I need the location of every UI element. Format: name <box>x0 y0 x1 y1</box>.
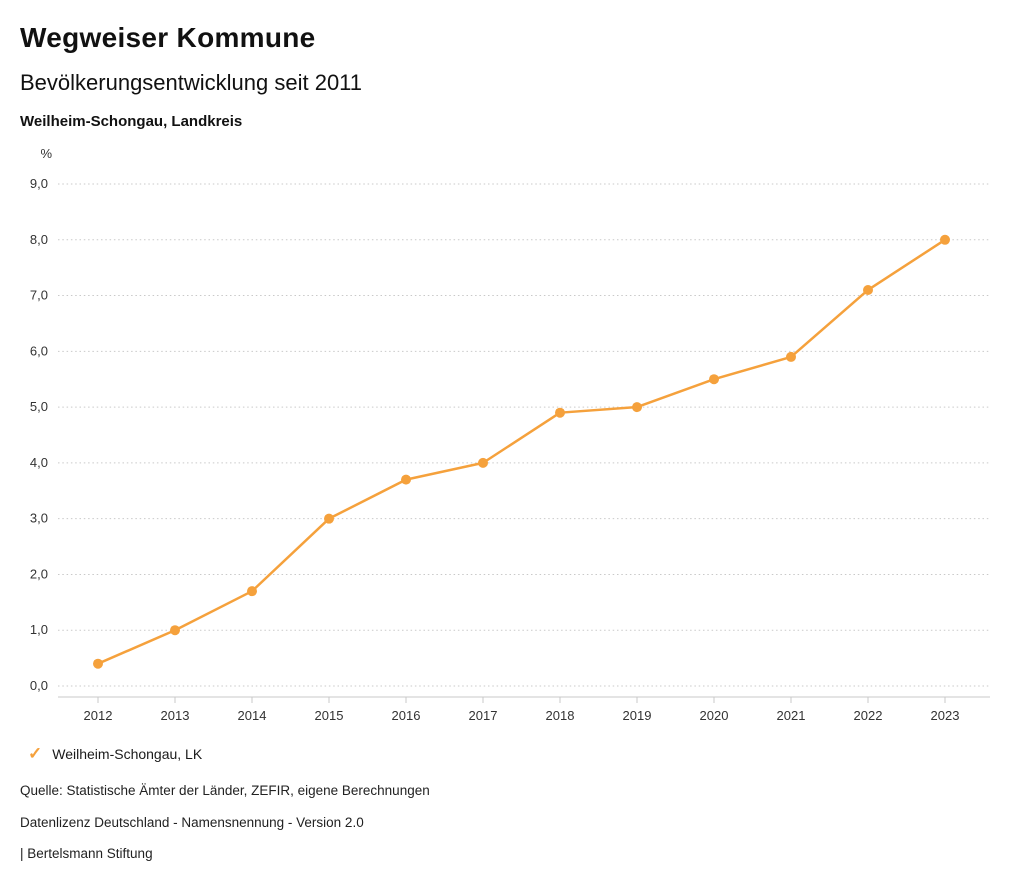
region-label: Weilheim-Schongau, Landkreis <box>20 113 243 130</box>
series-line <box>96 238 947 665</box>
x-tick-label: 2021 <box>777 708 806 723</box>
y-tick-label: 5,0 <box>30 399 48 414</box>
y-tick-label: 6,0 <box>30 343 48 358</box>
data-point <box>478 457 488 468</box>
data-point <box>324 513 334 524</box>
x-tick-label: 2015 <box>315 708 344 723</box>
y-tick-label: 7,0 <box>30 288 48 303</box>
x-tick-label: 2022 <box>854 708 883 723</box>
x-tick-label: 2012 <box>84 708 113 723</box>
data-point <box>940 234 950 245</box>
legend-item-label[interactable]: Weilheim-Schongau, LK <box>52 745 203 762</box>
data-point <box>863 284 873 295</box>
y-tick-label: 9,0 <box>30 176 48 191</box>
legend: ✓ Weilheim-Schongau, LK <box>28 745 202 762</box>
data-point <box>247 586 257 597</box>
header: Wegweiser Kommune Bevölkerungsentwicklun… <box>0 0 1024 130</box>
y-axis-unit-label: % <box>40 146 52 161</box>
page-title: Wegweiser Kommune <box>20 22 316 53</box>
x-tick-label: 2014 <box>238 708 267 723</box>
footer: Quelle: Statistische Ämter der Länder, Z… <box>20 784 430 861</box>
brand-note: | Bertelsmann Stiftung <box>20 846 153 861</box>
x-tick-label: 2023 <box>931 708 960 723</box>
data-point <box>786 351 796 362</box>
x-tick-label: 2018 <box>546 708 575 723</box>
chart-area: % 0,0 1,0 2,0 3,0 4,0 5,0 6,0 7,0 8,0 9,0 2012 2013 2… <box>0 140 1024 740</box>
x-tick-label: 2016 <box>392 708 421 723</box>
y-tick-label: 4,0 <box>30 455 48 470</box>
source-note: Quelle: Statistische Ämter der Länder, Z… <box>20 783 430 798</box>
x-tick-label: 2017 <box>469 708 498 723</box>
y-tick-label: 1,0 <box>30 622 48 637</box>
y-tick-label: 0,0 <box>30 678 48 693</box>
chart-title: Bevölkerungsentwicklung seit 2011 <box>20 70 363 95</box>
data-point <box>632 402 642 413</box>
line-chart: % 0,0 1,0 2,0 3,0 4,0 5,0 6,0 7,0 8,0 9,0 2012 2013 2… <box>30 146 990 723</box>
x-tick-label: 2020 <box>700 708 729 723</box>
x-tick-label: 2019 <box>623 708 652 723</box>
y-tick-label: 3,0 <box>30 511 48 526</box>
data-point <box>709 374 719 385</box>
x-tick-label: 2013 <box>161 708 190 723</box>
data-point <box>93 658 103 669</box>
data-point <box>555 407 565 418</box>
data-point <box>401 474 411 485</box>
y-tick-label: 2,0 <box>30 566 48 581</box>
data-point <box>170 625 180 636</box>
y-tick-label: 8,0 <box>30 232 48 247</box>
legend-check-icon: ✓ <box>28 744 43 763</box>
license-note: Datenlizenz Deutschland - Namensnennung … <box>20 814 364 830</box>
